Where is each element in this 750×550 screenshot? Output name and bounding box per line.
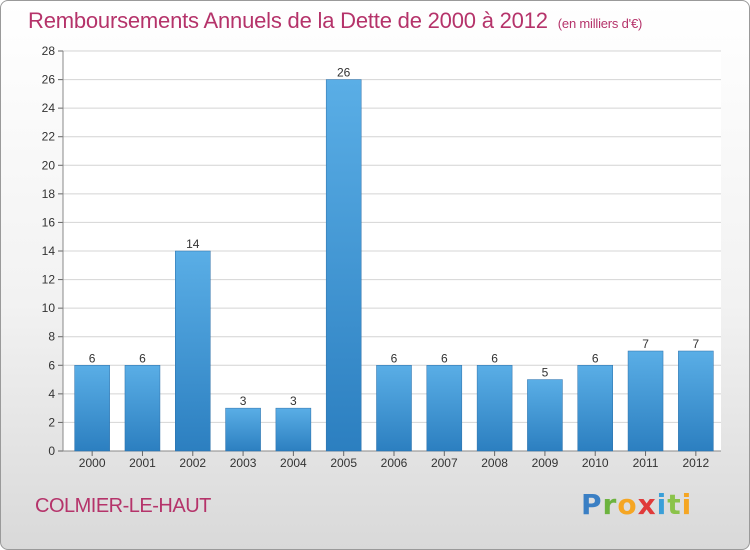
x-tick-label-2011: 2011 <box>633 456 659 470</box>
data-label-2011: 7 <box>642 337 649 351</box>
x-tick-label-2001: 2001 <box>129 456 156 470</box>
x-tick-label-2007: 2007 <box>431 456 458 470</box>
y-tick-label: 0 <box>48 444 55 458</box>
y-tick-label: 2 <box>48 415 55 429</box>
x-tick-label-2010: 2010 <box>582 456 609 470</box>
bar-2005 <box>325 79 362 452</box>
x-tick-label-2004: 2004 <box>280 456 307 470</box>
y-tick-label: 12 <box>42 273 56 287</box>
commune-name: COLMIER-LE-HAUT <box>35 495 211 517</box>
y-tick-label: 6 <box>48 358 55 372</box>
proxiti-logo: Proxiti <box>581 488 692 521</box>
bar-2003 <box>225 407 261 452</box>
bar-2012 <box>678 350 714 452</box>
x-tick-label-2008: 2008 <box>481 456 508 470</box>
data-label-2002: 14 <box>186 237 200 251</box>
data-label-2006: 6 <box>391 351 398 365</box>
data-label-2001: 6 <box>139 351 146 365</box>
x-tick-label-2006: 2006 <box>381 456 408 470</box>
bar-2001 <box>124 365 161 452</box>
y-tick-label: 26 <box>42 73 56 87</box>
data-label-2012: 7 <box>693 337 700 351</box>
y-tick-label: 10 <box>42 301 56 315</box>
y-tick-label: 8 <box>48 330 55 344</box>
data-label-2010: 6 <box>592 351 599 365</box>
x-tick-label-2009: 2009 <box>532 456 559 470</box>
bar-2007 <box>426 365 463 452</box>
bar-2000 <box>74 365 110 452</box>
logo-letter: i <box>681 488 693 521</box>
chart-title-text: Remboursements Annuels de la Dette de 20… <box>28 8 548 33</box>
y-tick-label: 16 <box>42 215 56 229</box>
data-label-2003: 3 <box>240 394 247 408</box>
x-tick-label-2012: 2012 <box>682 456 709 470</box>
logo-letter: x <box>637 488 657 521</box>
chart-title: Remboursements Annuels de la Dette de 20… <box>28 8 642 34</box>
bar-2004 <box>275 407 312 452</box>
data-label-2009: 5 <box>542 366 549 380</box>
x-tick-label-2005: 2005 <box>330 456 357 470</box>
y-tick-label: 22 <box>42 130 56 144</box>
data-label-2004: 3 <box>290 394 297 408</box>
bars <box>74 79 714 452</box>
logo-letter: P <box>581 488 603 521</box>
logo-letter: r <box>602 488 618 521</box>
bar-2002 <box>175 250 211 452</box>
y-tick-label: 14 <box>42 244 56 258</box>
x-tick-label-2000: 2000 <box>79 456 106 470</box>
y-tick-label: 20 <box>42 158 56 172</box>
y-tick-label: 4 <box>48 387 55 401</box>
bar-2011 <box>627 350 664 452</box>
y-tick-label: 18 <box>42 187 56 201</box>
logo-letter: i <box>656 488 668 521</box>
y-tick-label: 24 <box>42 101 56 115</box>
x-tick-label-2002: 2002 <box>179 456 206 470</box>
data-label-2005: 26 <box>337 66 351 80</box>
x-tick-label-2003: 2003 <box>230 456 257 470</box>
logo-letter: t <box>667 488 682 521</box>
bar-2008 <box>476 365 513 452</box>
chart-subtitle: (en milliers d'€) <box>557 16 643 31</box>
y-tick-label: 28 <box>42 44 56 58</box>
labels: 0246810121416182022242628620006200114200… <box>42 44 710 470</box>
data-label-2000: 6 <box>89 351 96 365</box>
bar-2009 <box>527 379 563 452</box>
bar-2006 <box>376 365 412 452</box>
data-label-2007: 6 <box>441 351 448 365</box>
bar-2010 <box>577 365 613 452</box>
data-label-2008: 6 <box>491 351 498 365</box>
logo-letter: o <box>617 488 638 521</box>
